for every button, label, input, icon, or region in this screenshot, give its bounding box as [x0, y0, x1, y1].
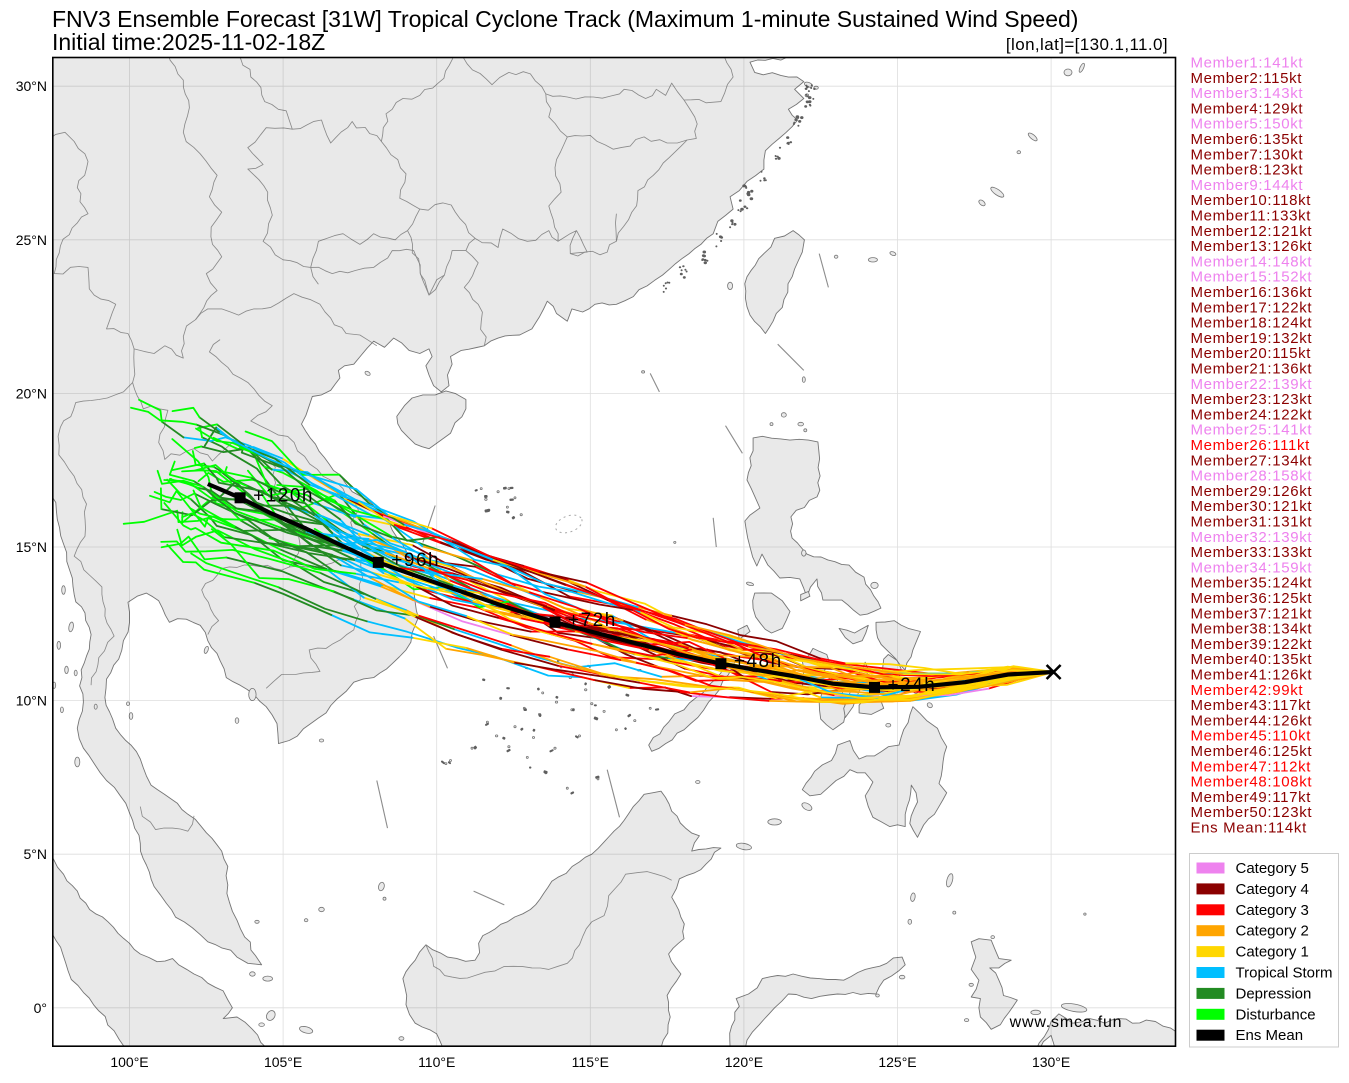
svg-text:Member41:126kt: Member41:126kt — [1191, 667, 1313, 684]
svg-text:Member20:115kt: Member20:115kt — [1191, 345, 1312, 362]
svg-text:Ens Mean: Ens Mean — [1236, 1027, 1304, 1044]
svg-text:Member31:131kt: Member31:131kt — [1191, 514, 1313, 531]
svg-text:Member48:108kt: Member48:108kt — [1191, 774, 1313, 791]
svg-text:100°E: 100°E — [110, 1054, 148, 1070]
svg-text:+48h: +48h — [734, 651, 783, 672]
svg-text:105°E: 105°E — [264, 1054, 302, 1070]
svg-text:Member5:150kt: Member5:150kt — [1191, 116, 1304, 133]
svg-text:15°N: 15°N — [16, 539, 47, 555]
svg-text:Member50:123kt: Member50:123kt — [1191, 804, 1313, 821]
svg-text:Member17:122kt: Member17:122kt — [1191, 299, 1313, 316]
svg-text:Member3:143kt: Member3:143kt — [1191, 85, 1304, 102]
svg-text:+72h: +72h — [568, 610, 617, 631]
svg-text:Member19:132kt: Member19:132kt — [1191, 330, 1313, 347]
svg-text:Member26:111kt: Member26:111kt — [1191, 437, 1311, 454]
svg-text:Member45:110kt: Member45:110kt — [1191, 728, 1312, 745]
svg-text:Tropical Storm: Tropical Storm — [1236, 965, 1333, 982]
svg-text:Member10:118kt: Member10:118kt — [1191, 192, 1312, 209]
svg-text:Member36:125kt: Member36:125kt — [1191, 590, 1313, 607]
svg-text:Member49:117kt: Member49:117kt — [1191, 789, 1312, 806]
svg-text:Member44:126kt: Member44:126kt — [1191, 712, 1313, 729]
svg-text:Member35:124kt: Member35:124kt — [1191, 575, 1313, 592]
svg-text:130°E: 130°E — [1032, 1054, 1070, 1070]
svg-text:FNV3 Ensemble Forecast [31W] T: FNV3 Ensemble Forecast [31W] Tropical Cy… — [52, 6, 1078, 32]
svg-text:Member23:123kt: Member23:123kt — [1191, 391, 1313, 408]
svg-text:Member25:141kt: Member25:141kt — [1191, 422, 1313, 439]
svg-text:115°E: 115°E — [572, 1054, 609, 1070]
svg-text:Initial time:2025-11-02-18Z: Initial time:2025-11-02-18Z — [52, 29, 325, 55]
svg-text:Member6:135kt: Member6:135kt — [1191, 131, 1304, 148]
svg-text:Member42:99kt: Member42:99kt — [1191, 682, 1304, 699]
svg-text:Member8:123kt: Member8:123kt — [1191, 162, 1304, 179]
svg-text:Member34:159kt: Member34:159kt — [1191, 559, 1313, 576]
svg-text:Ens Mean:114kt: Ens Mean:114kt — [1191, 820, 1308, 837]
svg-text:Member46:125kt: Member46:125kt — [1191, 743, 1313, 760]
svg-text:Depression: Depression — [1236, 985, 1312, 1002]
svg-text:Category 1: Category 1 — [1236, 944, 1309, 961]
svg-text:Member14:148kt: Member14:148kt — [1191, 253, 1313, 270]
svg-text:120°E: 120°E — [725, 1054, 763, 1070]
svg-text:Member7:130kt: Member7:130kt — [1191, 146, 1304, 163]
svg-text:Member24:122kt: Member24:122kt — [1191, 406, 1313, 423]
svg-text:125°E: 125°E — [878, 1054, 916, 1070]
svg-text:Member2:115kt: Member2:115kt — [1191, 70, 1303, 87]
svg-text:Member11:133kt: Member11:133kt — [1191, 208, 1312, 225]
svg-text:Member43:117kt: Member43:117kt — [1191, 697, 1312, 714]
svg-text:Member22:139kt: Member22:139kt — [1191, 376, 1313, 393]
svg-text:Member30:121kt: Member30:121kt — [1191, 498, 1313, 515]
svg-text:25°N: 25°N — [16, 232, 47, 248]
svg-text:Member9:144kt: Member9:144kt — [1191, 177, 1304, 194]
svg-text:+120h: +120h — [253, 485, 314, 506]
svg-text:Member12:121kt: Member12:121kt — [1191, 223, 1313, 240]
svg-text:Member18:124kt: Member18:124kt — [1191, 315, 1313, 332]
svg-text:Member28:158kt: Member28:158kt — [1191, 468, 1313, 485]
svg-text:www.smca.fun: www.smca.fun — [1009, 1014, 1123, 1031]
svg-text:+24h: +24h — [888, 675, 937, 696]
svg-text:5°N: 5°N — [24, 846, 48, 862]
svg-text:110°E: 110°E — [418, 1054, 455, 1070]
svg-text:[lon,lat]=[130.1,11.0]: [lon,lat]=[130.1,11.0] — [1006, 35, 1168, 54]
svg-text:Member16:136kt: Member16:136kt — [1191, 284, 1313, 301]
svg-text:Member37:121kt: Member37:121kt — [1191, 605, 1313, 622]
svg-text:Category 2: Category 2 — [1236, 923, 1309, 940]
svg-text:Member13:126kt: Member13:126kt — [1191, 238, 1313, 255]
svg-text:+96h: +96h — [391, 550, 440, 571]
svg-text:Member32:139kt: Member32:139kt — [1191, 529, 1313, 546]
svg-text:Member27:134kt: Member27:134kt — [1191, 452, 1313, 469]
svg-text:Member4:129kt: Member4:129kt — [1191, 100, 1304, 117]
svg-text:Category 3: Category 3 — [1236, 902, 1309, 919]
svg-text:Member33:133kt: Member33:133kt — [1191, 544, 1313, 561]
svg-text:Member21:136kt: Member21:136kt — [1191, 361, 1313, 378]
svg-text:Member39:122kt: Member39:122kt — [1191, 636, 1313, 653]
svg-text:30°N: 30°N — [16, 78, 47, 94]
svg-text:Category 5: Category 5 — [1236, 860, 1309, 877]
svg-text:Disturbance: Disturbance — [1236, 1006, 1316, 1023]
svg-text:Member47:112kt: Member47:112kt — [1191, 758, 1312, 775]
svg-text:Member29:126kt: Member29:126kt — [1191, 483, 1313, 500]
svg-text:Member38:134kt: Member38:134kt — [1191, 621, 1313, 638]
svg-text:0°: 0° — [34, 1000, 47, 1016]
svg-text:Member15:152kt: Member15:152kt — [1191, 269, 1313, 286]
svg-text:Member40:135kt: Member40:135kt — [1191, 651, 1313, 668]
svg-text:Category 4: Category 4 — [1236, 881, 1309, 898]
svg-text:20°N: 20°N — [16, 385, 47, 401]
svg-text:Member1:141kt: Member1:141kt — [1191, 55, 1304, 72]
svg-text:10°N: 10°N — [16, 693, 47, 709]
